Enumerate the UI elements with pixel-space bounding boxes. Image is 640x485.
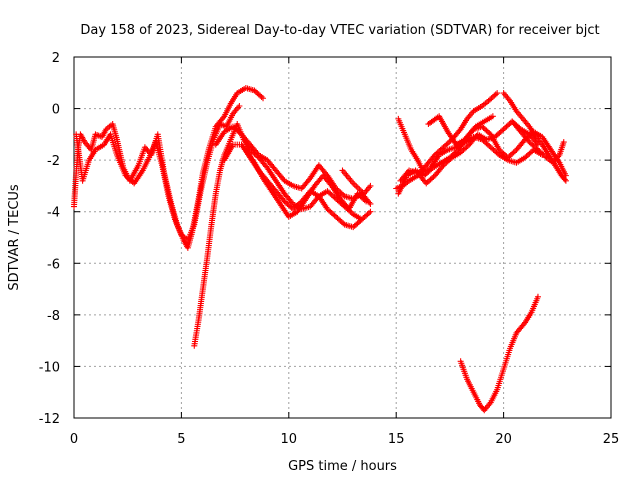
y-tick-label: -4 — [47, 206, 60, 221]
y-tick-label: -12 — [39, 412, 60, 427]
axis-ticks — [73, 56, 612, 419]
series-markers — [191, 121, 374, 349]
plot-frame — [73, 56, 612, 419]
series-13 — [509, 118, 567, 166]
x-axis-label: GPS time / hours — [288, 459, 397, 474]
y-tick-label: -2 — [47, 154, 60, 169]
series-markers — [395, 115, 546, 177]
x-tick-labels: 0 5 10 15 20 25 — [70, 432, 619, 447]
series-markers — [73, 102, 243, 244]
series-3 — [212, 123, 374, 207]
x-tick-label: 15 — [388, 432, 405, 447]
y-axis-label: SDTVAR / TECUs — [7, 184, 22, 291]
series-1 — [73, 102, 243, 244]
y-tick-label: -10 — [39, 360, 60, 375]
series-6 — [339, 167, 374, 197]
series-markers — [509, 118, 567, 166]
chart-title: Day 158 of 2023, Sidereal Day-to-day VTE… — [80, 23, 599, 38]
y-tick-label: -6 — [47, 257, 60, 272]
series-markers — [242, 146, 370, 220]
series-14 — [457, 293, 541, 414]
y-tick-labels: -12 -10 -8 -6 -4 -2 0 2 — [39, 51, 60, 427]
x-tick-label: 5 — [177, 432, 185, 447]
series-markers — [425, 113, 569, 179]
series-2 — [191, 121, 374, 349]
series-10 — [395, 115, 546, 177]
series-markers — [457, 293, 541, 414]
series-5 — [242, 146, 370, 220]
series-markers — [212, 123, 374, 207]
y-tick-label: 0 — [52, 103, 60, 118]
x-tick-label: 10 — [281, 432, 298, 447]
data-marks — [71, 84, 569, 414]
x-tick-label: 25 — [603, 432, 620, 447]
y-tick-label: 2 — [52, 51, 60, 66]
x-tick-label: 0 — [70, 432, 78, 447]
series-12 — [500, 90, 569, 184]
grid-lines — [74, 57, 611, 418]
y-tick-label: -8 — [47, 309, 60, 324]
series-markers — [339, 167, 374, 197]
x-tick-label: 20 — [495, 432, 512, 447]
series-11 — [425, 113, 569, 179]
series-markers — [500, 90, 569, 184]
